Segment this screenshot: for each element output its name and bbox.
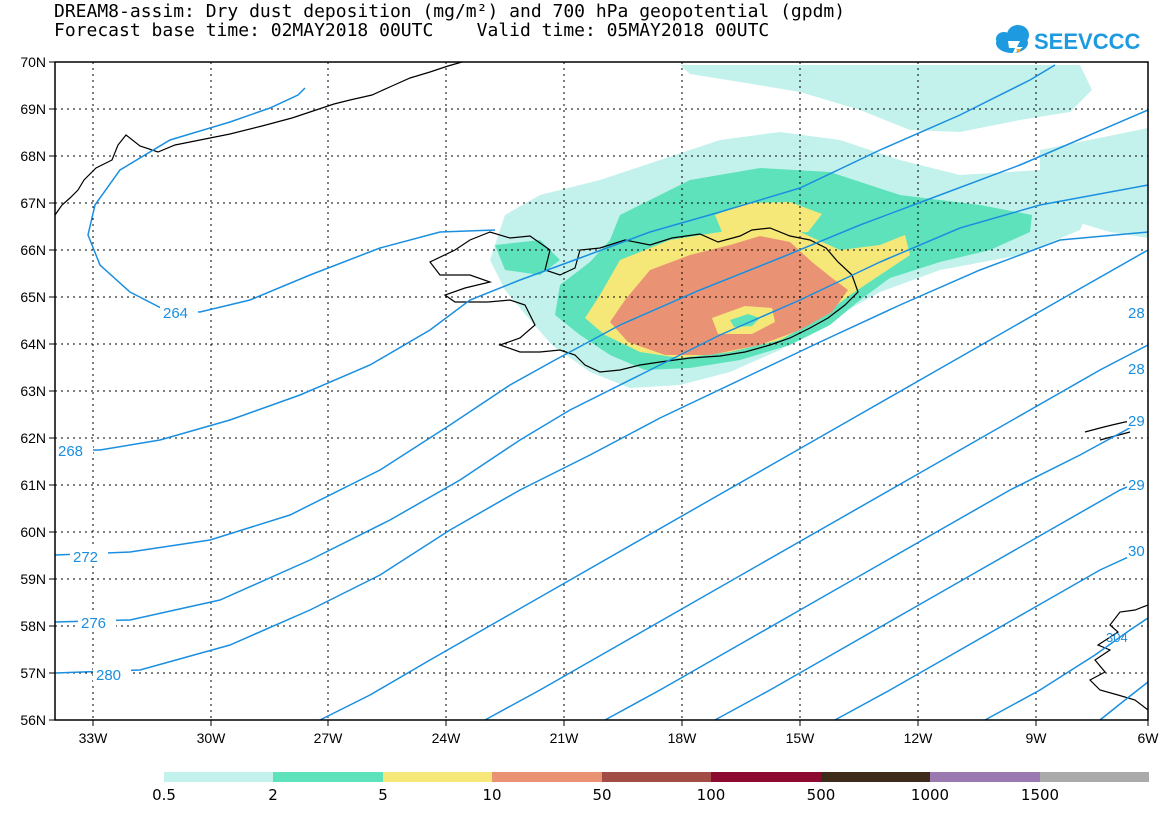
colorbar-swatch bbox=[1040, 772, 1149, 782]
lat-label: 56N bbox=[20, 712, 46, 728]
logo-text: SEEVCCC bbox=[1034, 29, 1140, 54]
lat-labels: 70N 69N 68N 67N 66N 65N 64N 63N 62N 61N … bbox=[20, 54, 46, 728]
lat-label: 62N bbox=[20, 430, 46, 446]
colorbar-swatch bbox=[821, 772, 930, 782]
colorbar-label: 2 bbox=[268, 786, 278, 804]
lon-label: 24W bbox=[432, 730, 462, 746]
chart-title: DREAM8-assim: Dry dust deposition (mg/m²… bbox=[54, 1, 846, 22]
contour-308 bbox=[1099, 681, 1149, 721]
lon-label: 6W bbox=[1138, 730, 1160, 746]
colorbar-label: 1000 bbox=[910, 786, 950, 804]
contour-label: 264 bbox=[163, 305, 188, 322]
contour-label: 272 bbox=[73, 549, 98, 566]
contour-280 bbox=[54, 231, 1149, 674]
cloud-logo-icon bbox=[996, 25, 1029, 55]
lat-label: 64N bbox=[20, 336, 46, 352]
lat-label: 60N bbox=[20, 524, 46, 540]
contour-296 bbox=[714, 477, 1149, 721]
lat-label: 57N bbox=[20, 665, 46, 681]
lon-label: 33W bbox=[79, 730, 109, 746]
contour-292 bbox=[604, 417, 1149, 721]
colorbar-label: 50 bbox=[592, 786, 612, 804]
coastlines bbox=[54, 61, 1149, 711]
colorbar-swatch bbox=[383, 772, 492, 782]
colorbar-label: 10 bbox=[482, 786, 502, 804]
contour-label: 28 bbox=[1128, 361, 1145, 378]
colorbar-swatch bbox=[492, 772, 602, 782]
colorbar-label: 100 bbox=[696, 786, 726, 804]
contour-label: 276 bbox=[81, 615, 106, 632]
lon-label: 30W bbox=[197, 730, 227, 746]
colorbar-swatch bbox=[711, 772, 821, 782]
lon-label: 12W bbox=[904, 730, 934, 746]
lon-labels: 33W 30W 27W 24W 21W 18W 15W 12W 9W 6W bbox=[79, 730, 1160, 746]
contour-288 bbox=[484, 344, 1149, 721]
colorbar-swatch bbox=[602, 772, 711, 782]
lat-label: 67N bbox=[20, 195, 46, 211]
colorbar-label: 1500 bbox=[1020, 786, 1060, 804]
dust-band-north bbox=[680, 65, 1092, 132]
contour-264 bbox=[87, 87, 496, 313]
lon-label: 21W bbox=[550, 730, 580, 746]
dust-shading bbox=[490, 65, 1148, 388]
contour-300 bbox=[834, 547, 1149, 721]
chart-subtitle: Forecast base time: 02MAY2018 00UTC Vali… bbox=[54, 20, 770, 41]
contour-label: 280 bbox=[96, 667, 121, 684]
contour-272 bbox=[54, 109, 1149, 556]
lat-label: 58N bbox=[20, 618, 46, 634]
lat-label: 70N bbox=[20, 54, 46, 70]
dust-area-5-north bbox=[715, 202, 822, 234]
contour-304 bbox=[984, 617, 1149, 721]
iceland-coast bbox=[429, 227, 859, 373]
lon-label: 18W bbox=[668, 730, 698, 746]
contour-label: 29 bbox=[1128, 413, 1145, 430]
lat-label: 59N bbox=[20, 571, 46, 587]
dust-area-2-west bbox=[495, 240, 560, 275]
lat-label: 63N bbox=[20, 383, 46, 399]
seevccc-logo: SEEVCCC bbox=[996, 25, 1140, 55]
contour-label: 29 bbox=[1128, 477, 1145, 494]
contour-label: 30 bbox=[1128, 543, 1145, 560]
lon-label: 15W bbox=[786, 730, 816, 746]
contour-284 bbox=[319, 249, 1149, 721]
lon-label: 9W bbox=[1026, 730, 1048, 746]
gridlines bbox=[55, 62, 1148, 720]
contour-268 bbox=[55, 64, 1056, 451]
colorbar-swatch bbox=[273, 772, 383, 782]
contour-labels: 264 268 272 276 280 28 28 29 29 30 304 bbox=[55, 304, 1148, 684]
contour-label: 304 bbox=[1106, 630, 1128, 645]
colorbar-label: 5 bbox=[378, 786, 388, 804]
scotland-coast bbox=[1089, 604, 1149, 711]
colorbar-label: 0.5 bbox=[152, 786, 176, 804]
lon-label: 27W bbox=[314, 730, 344, 746]
colorbar-swatch bbox=[164, 772, 273, 782]
dust-area-10 bbox=[610, 236, 848, 355]
lat-label: 69N bbox=[20, 101, 46, 117]
lat-label: 65N bbox=[20, 289, 46, 305]
lat-label: 61N bbox=[20, 477, 46, 493]
axis-ticks bbox=[49, 61, 1149, 726]
geopotential-contours bbox=[54, 64, 1149, 721]
contour-label: 268 bbox=[58, 443, 83, 460]
colorbar-swatch bbox=[930, 772, 1040, 782]
greenland-coast bbox=[54, 61, 463, 216]
lat-label: 66N bbox=[20, 242, 46, 258]
lat-label: 68N bbox=[20, 148, 46, 164]
contour-label: 28 bbox=[1128, 305, 1145, 322]
dust-hole-2 bbox=[730, 314, 760, 327]
colorbar-label: 500 bbox=[806, 786, 836, 804]
contour-276 bbox=[54, 184, 1149, 623]
